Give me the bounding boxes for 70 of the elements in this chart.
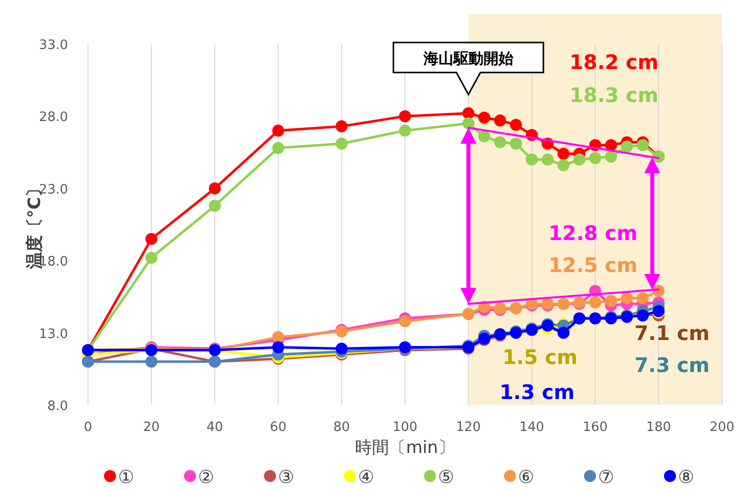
legend-label: ② <box>198 467 214 488</box>
point <box>272 124 284 137</box>
x-tick-label: 120 <box>456 420 481 435</box>
x-tick-label: 80 <box>333 420 350 435</box>
point <box>589 152 602 164</box>
point <box>494 136 506 148</box>
point <box>399 124 411 137</box>
x-tick-label: 160 <box>582 420 608 435</box>
point <box>558 148 570 160</box>
point <box>605 139 618 152</box>
point <box>272 142 284 154</box>
legend-label: ④ <box>358 467 374 488</box>
legend-label: ⑤ <box>438 467 454 488</box>
point <box>478 130 490 142</box>
point <box>336 342 348 355</box>
legend-label: ⑥ <box>518 467 534 488</box>
point <box>510 138 522 150</box>
x-tick-label: 200 <box>710 420 734 435</box>
point <box>526 154 538 166</box>
y-tick-label: 28.0 <box>39 110 68 126</box>
annotation: 7.3 cm <box>634 353 710 377</box>
point <box>620 292 633 304</box>
annotation: 1.5 cm <box>502 345 578 369</box>
annotation: 12.8 cm <box>548 221 638 245</box>
point <box>510 118 522 131</box>
legend-label: ⑦ <box>598 467 614 488</box>
point <box>145 252 158 264</box>
point <box>589 296 602 308</box>
x-tick-label: 20 <box>143 420 160 435</box>
point <box>208 182 221 194</box>
point <box>145 232 158 245</box>
point <box>399 110 411 122</box>
point <box>478 112 490 124</box>
y-tick-label: 33.0 <box>39 38 68 53</box>
annotation: 12.5 cm <box>548 253 638 277</box>
point <box>636 139 649 152</box>
x-tick-label: 140 <box>519 420 544 435</box>
point <box>208 200 221 212</box>
point <box>542 154 554 166</box>
point <box>558 159 570 172</box>
x-tick-label: 0 <box>84 420 92 435</box>
point <box>272 341 284 354</box>
annotation: 7.1 cm <box>634 321 710 345</box>
point <box>636 292 649 304</box>
point <box>605 295 618 308</box>
legend-label: ① <box>118 467 134 488</box>
point <box>620 140 633 153</box>
point <box>272 331 284 344</box>
point <box>462 117 474 130</box>
legend-label: ③ <box>278 467 294 488</box>
annotation: 18.2 cm <box>569 50 659 74</box>
x-tick-label: 40 <box>206 420 224 435</box>
point <box>573 154 586 166</box>
point <box>336 138 348 150</box>
legend-label: ⑧ <box>678 467 694 488</box>
point <box>145 356 158 368</box>
y-tick-label: 8.0 <box>47 399 68 414</box>
point <box>336 120 348 132</box>
point <box>462 107 474 120</box>
x-axis-title: 時間〔min〕 <box>354 438 456 458</box>
annotation: 18.3 cm <box>569 83 659 107</box>
annotation: 1.3 cm <box>499 380 575 404</box>
y-tick-label: 13.0 <box>39 326 68 342</box>
x-tick-label: 60 <box>270 420 286 435</box>
point <box>399 315 411 328</box>
point <box>605 150 618 163</box>
x-tick-label: 100 <box>392 420 418 435</box>
annotation: 海山駆動開始 <box>422 50 514 68</box>
x-tick-label: 180 <box>646 420 672 435</box>
point <box>494 114 506 127</box>
